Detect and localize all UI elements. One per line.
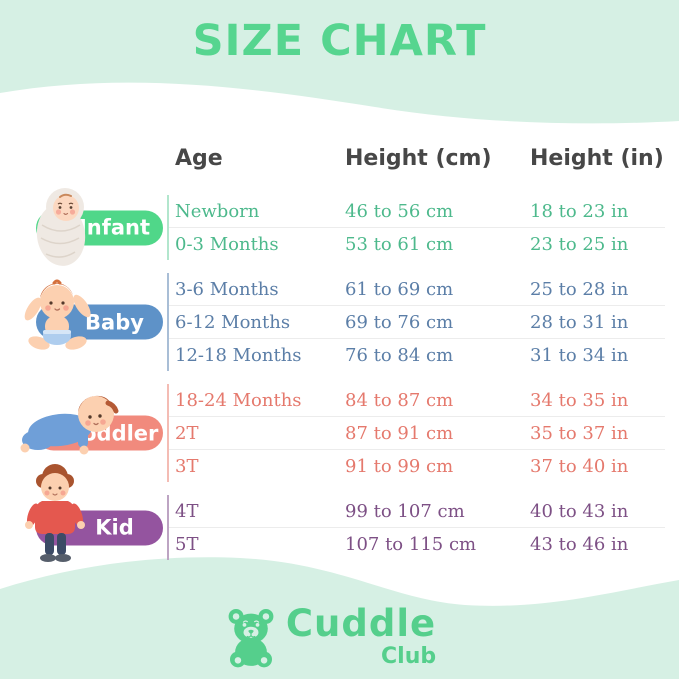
age-value: 4T (175, 500, 199, 522)
height-in-value: 18 to 23 in (530, 200, 629, 222)
age-value: 5T (175, 533, 199, 555)
height-cm-value: 53 to 61 cm (345, 233, 454, 255)
section-toddler: Toddler 18-24 Months 84 to 87 cm 34 to 3… (0, 384, 665, 482)
page-title: SIZE CHART (192, 16, 487, 66)
height-cm-value: 61 to 69 cm (345, 278, 454, 300)
height-in-value: 37 to 40 in (530, 455, 629, 477)
infant-rows: Newborn 46 to 56 cm 18 to 23 in 0-3 Mont… (167, 195, 665, 260)
height-cm-value: 69 to 76 cm (345, 311, 454, 333)
brand-logo: Cuddle Club (0, 602, 669, 669)
table-row: 3-6 Months 61 to 69 cm 25 to 28 in (169, 273, 665, 306)
toddler-label-cell: Toddler (0, 384, 167, 482)
infant-pill-label: Infant (78, 215, 151, 240)
age-value: 2T (175, 422, 199, 444)
age-value: 12-18 Months (175, 344, 302, 366)
toddler-rows: 18-24 Months 84 to 87 cm 34 to 35 in 2T … (167, 384, 665, 482)
top-wave-decoration (0, 0, 679, 124)
table-row: 12-18 Months 76 to 84 cm 31 to 34 in (169, 339, 665, 371)
swaddled-infant-illustration (36, 188, 86, 266)
brand-name-secondary: Club (381, 643, 437, 669)
kid-rows: 4T 99 to 107 cm 40 to 43 in 5T 107 to 11… (167, 495, 665, 560)
column-header-height-in: Height (in) (530, 146, 664, 171)
kid-label-cell: Kid (0, 464, 167, 562)
height-in-value: 25 to 28 in (530, 278, 629, 300)
height-cm-value: 107 to 115 cm (345, 533, 477, 555)
infant-label-cell: Infant (0, 188, 167, 266)
height-in-value: 23 to 25 in (530, 233, 629, 255)
brand-name: Cuddle Club (285, 602, 437, 669)
baby-pill-label: Baby (85, 310, 144, 334)
crawling-toddler-illustration (20, 395, 119, 455)
height-cm-value: 91 to 99 cm (345, 455, 454, 477)
height-cm-value: 84 to 87 cm (345, 389, 454, 411)
table-row: 6-12 Months 69 to 76 cm 28 to 31 in (169, 306, 665, 339)
height-cm-value: 87 to 91 cm (345, 422, 454, 444)
age-value: Newborn (175, 200, 260, 222)
height-cm-value: 99 to 107 cm (345, 500, 465, 522)
height-in-value: 43 to 46 in (530, 533, 629, 555)
table-row: 4T 99 to 107 cm 40 to 43 in (169, 495, 665, 528)
table-row: 18-24 Months 84 to 87 cm 34 to 35 in (169, 384, 665, 417)
table-row: 5T 107 to 115 cm 43 to 46 in (169, 528, 665, 560)
height-in-value: 28 to 31 in (530, 311, 629, 333)
table-row: 2T 87 to 91 cm 35 to 37 in (169, 417, 665, 450)
height-in-value: 31 to 34 in (530, 344, 629, 366)
age-value: 18-24 Months (175, 389, 302, 411)
standing-kid-illustration (25, 464, 85, 562)
size-table: Age Height (cm) Height (in) (0, 146, 665, 573)
section-infant: Infant Newborn 46 to 56 cm 18 to 23 in 0… (0, 188, 665, 266)
height-in-value: 40 to 43 in (530, 500, 629, 522)
table-row: 0-3 Months 53 to 61 cm 23 to 25 in (169, 228, 665, 260)
section-kid: Kid 4T 99 to 107 cm 40 to 43 in 5T 107 t… (0, 464, 665, 562)
age-value: 3-6 Months (175, 278, 279, 300)
height-in-value: 35 to 37 in (530, 422, 629, 444)
teddy-bear-icon (228, 609, 274, 668)
column-header-height-cm: Height (cm) (345, 146, 492, 171)
baby-rows: 3-6 Months 61 to 69 cm 25 to 28 in 6-12 … (167, 273, 665, 371)
column-header-age: Age (175, 146, 223, 171)
height-cm-value: 46 to 56 cm (345, 200, 454, 222)
height-in-value: 34 to 35 in (530, 389, 629, 411)
baby-label-cell: Baby (0, 273, 167, 371)
section-baby: Baby 3-6 Months 61 to 69 cm 25 to 28 in … (0, 273, 665, 371)
height-cm-value: 76 to 84 cm (345, 344, 454, 366)
sitting-baby-illustration (24, 279, 91, 350)
bottom-wave-decoration (0, 557, 679, 679)
table-row: Newborn 46 to 56 cm 18 to 23 in (169, 195, 665, 228)
brand-name-primary: Cuddle (285, 602, 437, 645)
age-value: 6-12 Months (175, 311, 291, 333)
table-header-row: Age Height (cm) Height (in) (0, 146, 665, 171)
age-value: 0-3 Months (175, 233, 279, 255)
kid-pill-label: Kid (95, 515, 134, 540)
table-row: 3T 91 to 99 cm 37 to 40 in (169, 450, 665, 482)
age-value: 3T (175, 455, 199, 477)
